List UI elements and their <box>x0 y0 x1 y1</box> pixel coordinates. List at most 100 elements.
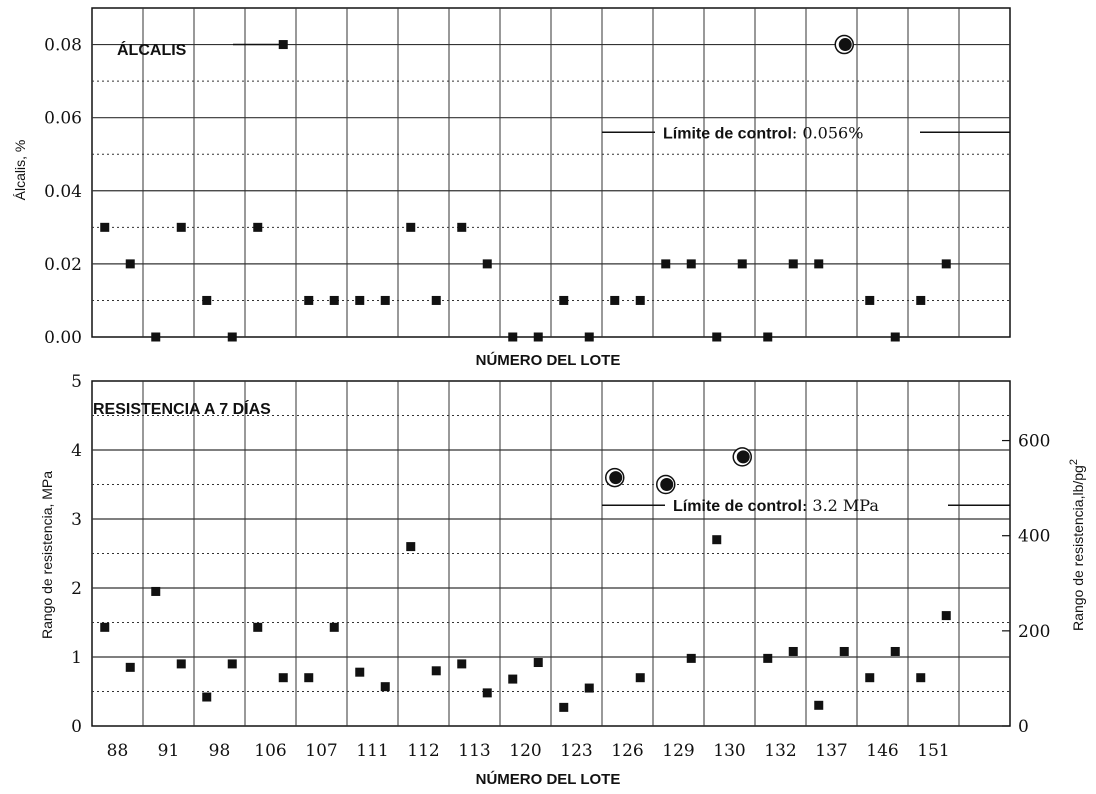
data-point <box>125 662 135 672</box>
x-tick-label: 91 <box>158 741 180 761</box>
data-point <box>916 673 926 683</box>
data-point <box>457 659 467 669</box>
outlier-point <box>736 450 750 464</box>
y-tick-label: 0.04 <box>44 182 82 202</box>
data-point <box>661 259 671 269</box>
y2-tick-label: 400 <box>1018 527 1050 547</box>
x-tick-label: 129 <box>662 741 694 761</box>
data-point <box>814 259 824 269</box>
data-point <box>890 332 900 342</box>
resistencia-control-limit: Límite de control: 3.2 MPa <box>602 496 1010 515</box>
resistencia-ylabel-right: Rango de resistencia,lb/pg2 <box>1068 459 1086 631</box>
data-point <box>839 646 849 656</box>
data-point <box>304 673 314 683</box>
data-point <box>712 332 722 342</box>
data-point <box>329 622 339 632</box>
x-tick-label: 120 <box>509 741 541 761</box>
data-point <box>533 658 543 668</box>
data-point <box>763 653 773 663</box>
data-point <box>176 659 186 669</box>
data-point <box>431 666 441 676</box>
x-tick-label: 106 <box>254 741 286 761</box>
y-tick-label: 1 <box>71 648 82 668</box>
data-point <box>227 659 237 669</box>
data-point <box>814 700 824 710</box>
x-tick-label: 126 <box>611 741 643 761</box>
alcalis-ylabel: Álcalis, % <box>12 140 28 201</box>
data-point <box>737 259 747 269</box>
control-limit-label: Límite de control: 3.2 MPa <box>673 496 879 515</box>
data-point <box>482 688 492 698</box>
x-tick-label: 88 <box>107 741 129 761</box>
data-point <box>253 622 263 632</box>
data-point <box>100 222 110 232</box>
data-point <box>865 673 875 683</box>
y-tick-label: 3 <box>71 510 82 530</box>
data-point <box>890 646 900 656</box>
data-point <box>584 683 594 693</box>
x-tick-label: 130 <box>713 741 745 761</box>
data-point <box>125 259 135 269</box>
x-tick-label: 113 <box>458 741 490 761</box>
control-limit-label: Límite de control: 0.056% <box>663 123 863 142</box>
outlier-point <box>838 38 852 52</box>
data-point <box>431 295 441 305</box>
data-point <box>508 674 518 684</box>
resistencia-title: RESISTENCIA A 7 DÍAS <box>93 399 271 418</box>
top-panel-grid <box>91 7 1011 338</box>
y2-tick-label: 200 <box>1018 622 1050 642</box>
data-point <box>151 332 161 342</box>
alcalis-title: ÁLCALIS <box>117 40 187 59</box>
x-tick-label: 112 <box>407 741 439 761</box>
data-point <box>559 295 569 305</box>
data-point <box>508 332 518 342</box>
data-point <box>355 295 365 305</box>
data-point <box>100 622 110 632</box>
y-tick-label: 0.02 <box>44 255 82 275</box>
data-point <box>763 332 773 342</box>
y2-tick-label: 0 <box>1018 717 1029 737</box>
data-point <box>610 295 620 305</box>
resistencia-xlabel: NÚMERO DEL LOTE <box>476 770 621 788</box>
data-point <box>329 295 339 305</box>
x-tick-label: 146 <box>866 741 898 761</box>
data-point <box>176 222 186 232</box>
data-point <box>380 682 390 692</box>
data-point <box>788 259 798 269</box>
outlier-point <box>660 478 674 491</box>
y-tick-label: 4 <box>71 441 82 461</box>
data-point <box>482 259 492 269</box>
resistencia-ylabel: Rango de resistencia, MPa <box>39 471 55 639</box>
data-point <box>559 702 569 712</box>
data-point <box>941 611 951 621</box>
x-tick-label: 98 <box>209 741 231 761</box>
data-point <box>227 332 237 342</box>
alcalis-control-limit: Límite de control: 0.056% <box>233 43 1010 142</box>
x-tick-label: 137 <box>815 741 847 761</box>
data-point <box>151 586 161 596</box>
data-point <box>686 653 696 663</box>
data-point <box>635 673 645 683</box>
alcalis-xlabel: NÚMERO DEL LOTE <box>476 351 621 369</box>
data-point <box>406 542 416 552</box>
y-tick-label: 0.06 <box>44 109 82 129</box>
resistencia-y2-ticks: 0 200 400 600 <box>1002 432 1050 737</box>
data-point <box>457 222 467 232</box>
x-tick-label: 107 <box>305 741 337 761</box>
y-tick-label: 0.08 <box>44 36 82 56</box>
y-tick-label: 2 <box>71 579 82 599</box>
data-point <box>916 295 926 305</box>
bottom-panel-grid <box>91 380 1011 727</box>
x-tick-label: 123 <box>560 741 592 761</box>
y-tick-label: 5 <box>71 372 82 392</box>
resistencia-points <box>100 447 951 712</box>
resistencia-x-ticks: 88 91 98 106 107 111 112 113 120 123 126 129 130 132 1… <box>107 741 950 761</box>
data-point <box>865 295 875 305</box>
data-point <box>533 332 543 342</box>
y-tick-label: 0.00 <box>44 328 82 348</box>
data-point <box>941 259 951 269</box>
resistencia-y-ticks: 0 1 2 3 4 5 <box>71 372 82 737</box>
outlier-point <box>609 471 623 485</box>
data-point <box>712 535 722 545</box>
